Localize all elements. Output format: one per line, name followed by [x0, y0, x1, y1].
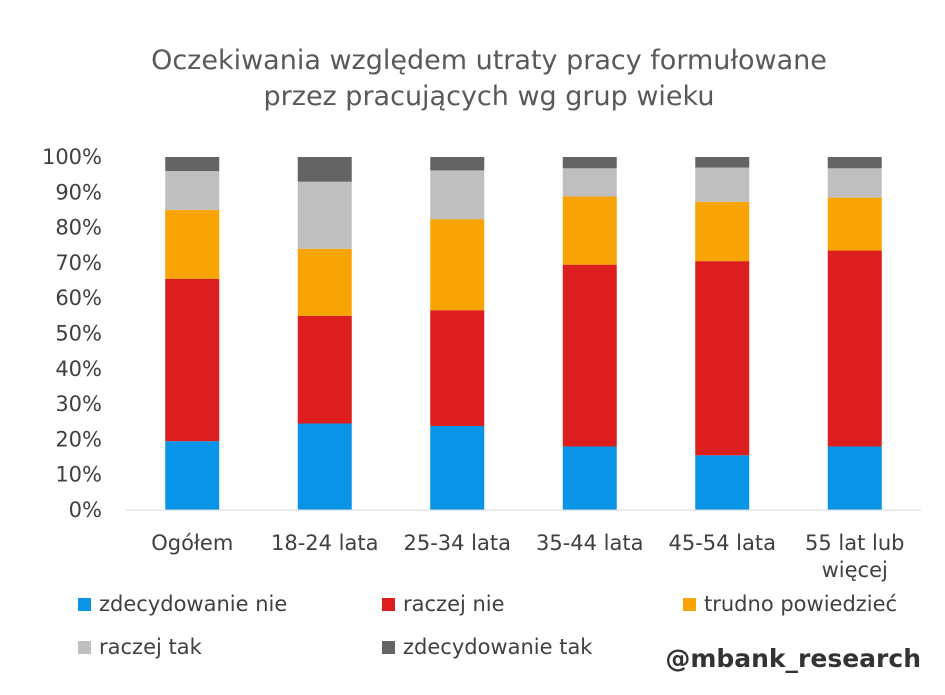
bar-segment-trudno-powiedzieć: [695, 201, 750, 262]
bar-segment-trudno-powiedzieć: [827, 197, 882, 251]
y-tick-label: 50%: [55, 322, 102, 346]
y-tick-label: 80%: [55, 216, 102, 240]
bar-segment-zdecydowanie-tak: [827, 157, 882, 169]
bar-segment-raczej-tak: [297, 181, 352, 249]
y-tick-label: 70%: [55, 251, 102, 275]
x-tick-label: 18-24 lata: [271, 531, 379, 555]
bar-segment-raczej-tak: [695, 167, 750, 202]
bar-segment-zdecydowanie-tak: [430, 157, 485, 171]
bar-segment-trudno-powiedzieć: [562, 196, 617, 265]
chart-title-line-1: Oczekiwania względem utraty pracy formuł…: [151, 45, 827, 76]
x-tick-label: Ogółem: [151, 531, 233, 555]
legend-label: raczej tak: [99, 635, 203, 659]
legend-label: zdecydowanie nie: [99, 592, 287, 616]
legend-swatch: [78, 598, 91, 611]
x-tick-label: 25-34 lata: [403, 531, 511, 555]
bar-segment-zdecydowanie-nie: [562, 446, 617, 510]
legend-swatch: [683, 598, 696, 611]
y-tick-label: 60%: [55, 286, 102, 310]
bar-segment-raczej-tak: [430, 170, 485, 220]
bar-segment-raczej-nie: [695, 261, 750, 456]
bar-segment-zdecydowanie-tak: [165, 157, 220, 172]
y-tick-label: 0%: [69, 498, 102, 522]
bar-segment-trudno-powiedzieć: [297, 248, 352, 316]
bar-segment-raczej-nie: [165, 278, 220, 442]
bar-segment-zdecydowanie-nie: [165, 441, 220, 510]
bar-segment-trudno-powiedzieć: [165, 209, 220, 279]
legend-swatch: [382, 598, 395, 611]
bar-segment-zdecydowanie-tak: [297, 157, 352, 182]
x-axis: Ogółem 18-24 lata 25-34 lata 35-44 lata 45-5…: [126, 509, 921, 582]
legend-label: trudno powiedzieć: [704, 592, 897, 616]
bar-segment-zdecydowanie-tak: [562, 157, 617, 169]
chart-title-line-2: przez pracujących wg grup wieku: [264, 81, 715, 112]
watermark-handle: @mbank_research: [665, 644, 921, 673]
bar-segment-raczej-nie: [297, 315, 352, 424]
bar-segment-raczej-nie: [827, 250, 882, 447]
bars-group: [165, 157, 882, 510]
bar-segment-raczej-tak: [165, 171, 220, 210]
y-tick-label: 100%: [42, 145, 102, 169]
y-tick-label: 10%: [55, 463, 102, 487]
bar-segment-zdecydowanie-nie: [297, 423, 352, 510]
legend-label: raczej nie: [403, 592, 505, 616]
bar-segment-trudno-powiedzieć: [430, 219, 485, 311]
y-tick-label: 40%: [55, 357, 102, 381]
y-tick-label: 30%: [55, 392, 102, 416]
x-tick-label: 55 lat lub: [805, 531, 904, 555]
x-tick-label: więcej: [822, 558, 888, 582]
bar-segment-zdecydowanie-nie: [695, 455, 750, 510]
y-axis: 0% 10% 20% 30% 40% 50% 60% 70% 80% 90% 100%: [42, 145, 102, 522]
y-tick-label: 20%: [55, 427, 102, 451]
x-tick-label: 45-54 lata: [668, 531, 776, 555]
bar-segment-zdecydowanie-tak: [695, 157, 750, 168]
y-tick-label: 90%: [55, 180, 102, 204]
bar-segment-raczej-tak: [562, 168, 617, 197]
legend-label: zdecydowanie tak: [403, 635, 593, 659]
bar-segment-raczej-nie: [430, 310, 485, 426]
bar-segment-zdecydowanie-nie: [827, 446, 882, 510]
bar-segment-zdecydowanie-nie: [430, 425, 485, 510]
legend-swatch: [382, 641, 395, 654]
bar-segment-raczej-tak: [827, 168, 882, 198]
legend-swatch: [78, 641, 91, 654]
legend: zdecydowanie nie raczej nie trudno powiedz…: [78, 592, 897, 659]
x-tick-label: 35-44 lata: [536, 531, 644, 555]
bar-segment-raczej-nie: [562, 264, 617, 447]
